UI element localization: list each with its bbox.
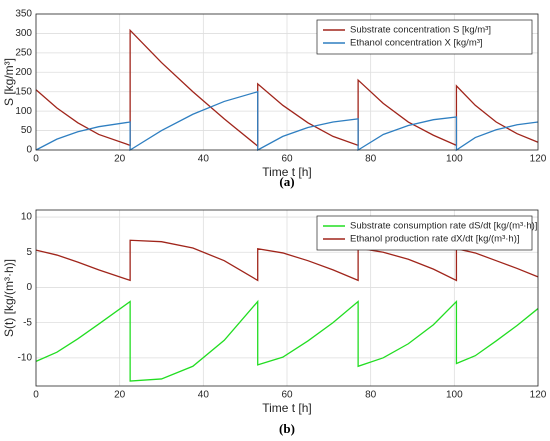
data-line xyxy=(35,299,539,382)
x-tick-label: 0 xyxy=(33,390,39,401)
legend-box xyxy=(316,19,533,55)
legend-label: Substrate concentration S [kg/m³] xyxy=(350,25,491,36)
y-tick-label: 250 xyxy=(15,47,32,58)
legend-label: Substrate consumption rate dS/dt [kg/(m³… xyxy=(350,221,537,232)
y-tick-label: -10 xyxy=(18,352,33,363)
legend-label: Ethanol production rate dX/dt [kg/(m³·h)… xyxy=(350,234,520,245)
x-tick-label: 80 xyxy=(365,390,377,401)
y-tick-label: 100 xyxy=(15,106,32,117)
x-tick-label: 80 xyxy=(365,154,377,165)
x-axis-title: Time t [h] xyxy=(262,401,312,415)
caption: (b) xyxy=(279,421,295,436)
x-tick-label: 120 xyxy=(530,390,547,401)
legend-label: Ethanol concentration X [kg/m³] xyxy=(350,38,483,49)
x-tick-label: 60 xyxy=(281,154,293,165)
x-tick-label: 40 xyxy=(198,390,210,401)
y-tick-label: 10 xyxy=(21,212,33,223)
y-tick-label: 300 xyxy=(15,28,32,39)
x-tick-label: 60 xyxy=(281,390,293,401)
caption: (a) xyxy=(279,174,294,189)
x-tick-label: 100 xyxy=(446,390,463,401)
plot-frame xyxy=(35,209,539,387)
x-tick-label: 20 xyxy=(114,390,126,401)
y-axis-title: S [kg/m³] xyxy=(2,58,16,106)
legend-box xyxy=(316,215,533,251)
y-tick-label: 0 xyxy=(26,282,32,293)
x-tick-label: 40 xyxy=(198,154,210,165)
y-tick-label: 200 xyxy=(15,67,32,78)
y-tick-label: 350 xyxy=(15,9,32,20)
y-tick-label: 50 xyxy=(21,125,33,136)
y-axis-title: S(t) [kg/(m³·h)] xyxy=(2,259,16,337)
y-tick-label: -5 xyxy=(23,317,32,328)
x-axis-title: Time t [h] xyxy=(262,165,312,179)
y-tick-label: 0 xyxy=(26,145,32,156)
x-tick-label: 0 xyxy=(33,154,39,165)
y-tick-label: 150 xyxy=(15,86,32,97)
legend: Substrate consumption rate dS/dt [kg/(m³… xyxy=(316,215,537,251)
plot-frame xyxy=(35,13,539,151)
x-tick-label: 120 xyxy=(530,154,547,165)
x-tick-label: 20 xyxy=(114,154,126,165)
legend: Substrate concentration S [kg/m³] Ethanol… xyxy=(316,19,533,55)
y-tick-label: 5 xyxy=(26,247,32,258)
x-tick-label: 100 xyxy=(446,154,463,165)
